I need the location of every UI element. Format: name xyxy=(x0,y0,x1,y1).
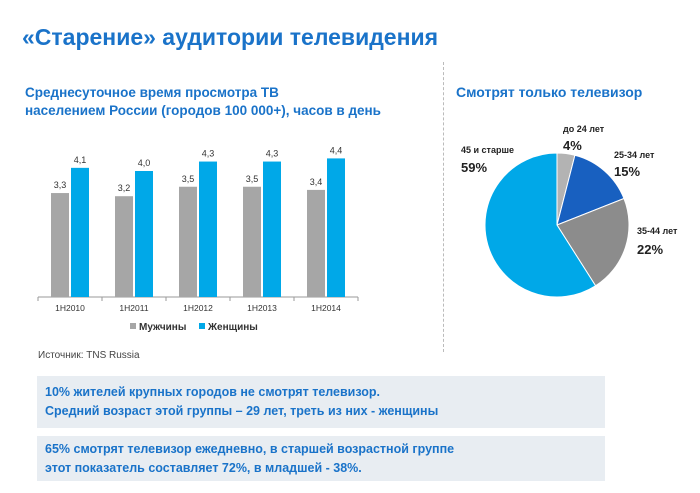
bar-chart-title-line2: населением России (городов 100 000+), ча… xyxy=(25,103,381,118)
bar-value-label: 4,1 xyxy=(74,155,87,165)
bar-women xyxy=(71,167,89,297)
bar-value-label: 3,5 xyxy=(182,174,195,184)
bar-chart-title: Среднесуточное время просмотра ТВ населе… xyxy=(25,84,435,120)
info-box-2: 65% смотрят телевизор ежедневно, в старш… xyxy=(37,436,605,481)
info-box-2-line2: этот показатель составляет 72%, в младше… xyxy=(45,461,362,475)
source-note: Источник: TNS Russia xyxy=(38,350,140,361)
bar-chart-title-line1: Среднесуточное время просмотра ТВ xyxy=(25,85,279,100)
bar-chart: 3,3 4,1 1H2010 3,2 4,0 1H2011 3,5 4,3 1H2012 3,5 4… xyxy=(37,145,359,333)
bar-men xyxy=(243,186,261,297)
bar-value-label: 3,2 xyxy=(118,183,131,193)
pie-slice-value: 15% xyxy=(614,164,640,179)
pie-slice-label: до 24 лет xyxy=(563,124,605,134)
legend-swatch xyxy=(130,323,136,329)
bar-men xyxy=(179,186,197,297)
bar-men xyxy=(51,193,69,297)
pie-chart: до 24 лет 4% 25-34 лет 15% 35-44 лет 22% 45 и … xyxy=(461,124,678,298)
bar-value-label: 4,4 xyxy=(330,145,343,155)
x-tick-label: 1H2011 xyxy=(119,303,148,313)
pie-slice xyxy=(556,197,630,287)
info-box-1-line1: 10% жителей крупных городов не смотрят т… xyxy=(45,385,381,399)
bar-value-label: 4,3 xyxy=(202,149,215,159)
bar-value-label: 4,3 xyxy=(266,149,279,159)
bar-women xyxy=(263,161,281,297)
pie-slice-label: 25-34 лет xyxy=(614,150,655,160)
x-tick-label: 1H2012 xyxy=(183,303,213,313)
bar-men xyxy=(115,196,133,297)
pie-slice-value: 4% xyxy=(563,138,582,153)
bar-women xyxy=(199,161,217,297)
legend-swatch xyxy=(199,323,205,329)
bar-value-label: 3,4 xyxy=(310,177,323,187)
pie-slice-value: 22% xyxy=(637,242,663,257)
page-title: «Старение» аудитории телевидения xyxy=(22,24,439,50)
bar-women xyxy=(327,158,345,297)
legend-label: Мужчины xyxy=(139,322,186,333)
pie-slice-label: 35-44 лет xyxy=(637,226,678,236)
section-divider xyxy=(443,62,444,352)
pie-slice xyxy=(556,154,625,226)
bar-women xyxy=(135,171,153,297)
info-box-1: 10% жителей крупных городов не смотрят т… xyxy=(37,376,605,428)
info-box-2-line1: 65% смотрят телевизор ежедневно, в старш… xyxy=(45,442,455,456)
x-tick-label: 1H2013 xyxy=(247,303,277,313)
legend-label: Женщины xyxy=(207,322,258,333)
x-tick-label: 1H2010 xyxy=(55,303,85,313)
info-box-1-line2: Средний возраст этой группы – 29 лет, тр… xyxy=(45,404,439,418)
pie-chart-title: Смотрят только телевизор xyxy=(456,84,643,100)
pie-slice-value: 59% xyxy=(461,160,487,175)
pie-slice xyxy=(484,152,597,298)
bar-value-label: 3,5 xyxy=(246,174,259,184)
pie-slice-label: 45 и старше xyxy=(461,145,514,155)
bar-value-label: 3,3 xyxy=(54,180,67,190)
bar-men xyxy=(307,189,325,297)
bar-value-label: 4,0 xyxy=(138,158,151,168)
x-tick-label: 1H2014 xyxy=(311,303,341,313)
